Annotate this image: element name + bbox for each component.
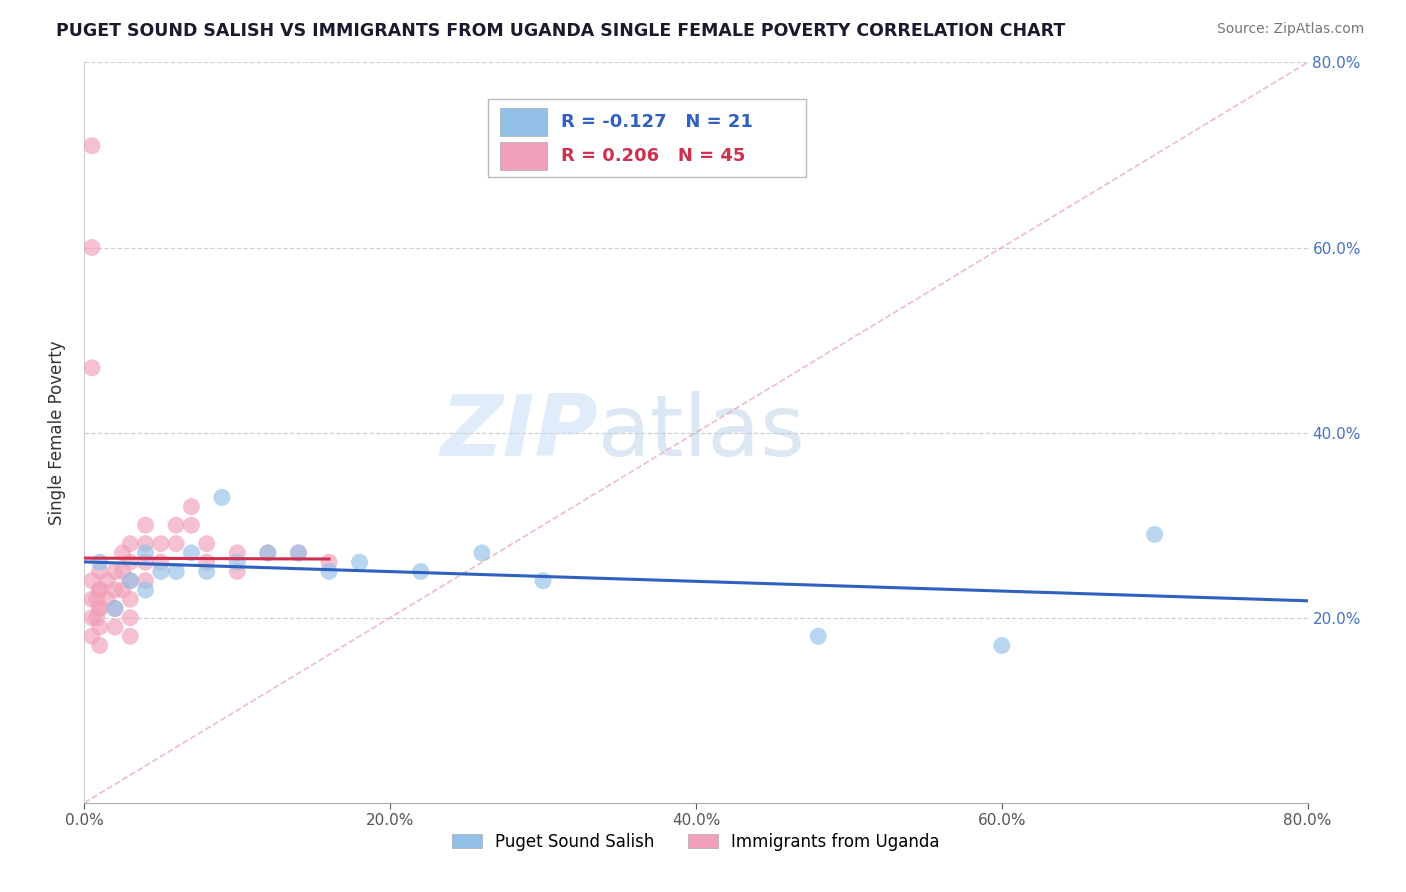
Point — [89, 620, 111, 634]
Point — [120, 574, 142, 588]
Point — [135, 536, 157, 550]
Point — [120, 592, 142, 607]
Text: atlas: atlas — [598, 391, 806, 475]
Point — [89, 582, 111, 597]
Point — [80, 138, 103, 153]
Point — [1143, 527, 1166, 541]
Point — [257, 546, 280, 560]
Point — [135, 582, 157, 597]
Point — [120, 555, 142, 569]
Point — [471, 546, 494, 560]
Point — [807, 629, 830, 643]
Point — [89, 565, 111, 579]
Point — [80, 629, 103, 643]
Point — [195, 565, 218, 579]
Point — [111, 565, 134, 579]
Point — [80, 360, 103, 375]
Point — [89, 582, 111, 597]
Point — [86, 610, 108, 624]
Point — [89, 601, 111, 615]
Text: R = -0.127   N = 21: R = -0.127 N = 21 — [561, 113, 754, 131]
Point — [165, 536, 187, 550]
Point — [80, 592, 103, 607]
Point — [135, 574, 157, 588]
Point — [287, 546, 309, 560]
FancyBboxPatch shape — [488, 99, 806, 178]
Legend: Puget Sound Salish, Immigrants from Uganda: Puget Sound Salish, Immigrants from Ugan… — [446, 826, 946, 857]
Point — [195, 555, 218, 569]
Point — [120, 610, 142, 624]
Point — [165, 518, 187, 533]
Point — [349, 555, 371, 569]
Point — [180, 500, 202, 514]
Point — [318, 555, 340, 569]
Point — [226, 555, 249, 569]
Point — [80, 240, 103, 255]
Point — [135, 546, 157, 560]
Point — [991, 639, 1014, 653]
Point — [149, 555, 172, 569]
Point — [111, 582, 134, 597]
Point — [211, 491, 233, 505]
Y-axis label: Single Female Poverty: Single Female Poverty — [48, 341, 66, 524]
Point — [104, 620, 127, 634]
Point — [120, 536, 142, 550]
Text: Source: ZipAtlas.com: Source: ZipAtlas.com — [1216, 22, 1364, 37]
Point — [104, 582, 127, 597]
Point — [180, 518, 202, 533]
Text: R = 0.206   N = 45: R = 0.206 N = 45 — [561, 147, 745, 165]
Point — [96, 574, 118, 588]
FancyBboxPatch shape — [501, 142, 547, 169]
Point — [89, 555, 111, 569]
Point — [80, 574, 103, 588]
Point — [135, 518, 157, 533]
Point — [104, 565, 127, 579]
Point — [226, 565, 249, 579]
Point — [120, 574, 142, 588]
Point — [287, 546, 309, 560]
Point — [80, 610, 103, 624]
Point — [257, 546, 280, 560]
Text: ZIP: ZIP — [440, 391, 598, 475]
Point — [226, 546, 249, 560]
Point — [195, 536, 218, 550]
Point — [96, 592, 118, 607]
Point — [149, 565, 172, 579]
Point — [180, 546, 202, 560]
Point — [104, 601, 127, 615]
Point — [531, 574, 554, 588]
Point — [89, 601, 111, 615]
Point — [120, 629, 142, 643]
Point — [89, 639, 111, 653]
Point — [409, 565, 432, 579]
Point — [149, 536, 172, 550]
Point — [318, 565, 340, 579]
Text: PUGET SOUND SALISH VS IMMIGRANTS FROM UGANDA SINGLE FEMALE POVERTY CORRELATION C: PUGET SOUND SALISH VS IMMIGRANTS FROM UG… — [56, 22, 1066, 40]
Point — [86, 592, 108, 607]
FancyBboxPatch shape — [501, 108, 547, 136]
Point — [111, 546, 134, 560]
Point — [165, 565, 187, 579]
Point — [104, 601, 127, 615]
Point — [135, 555, 157, 569]
